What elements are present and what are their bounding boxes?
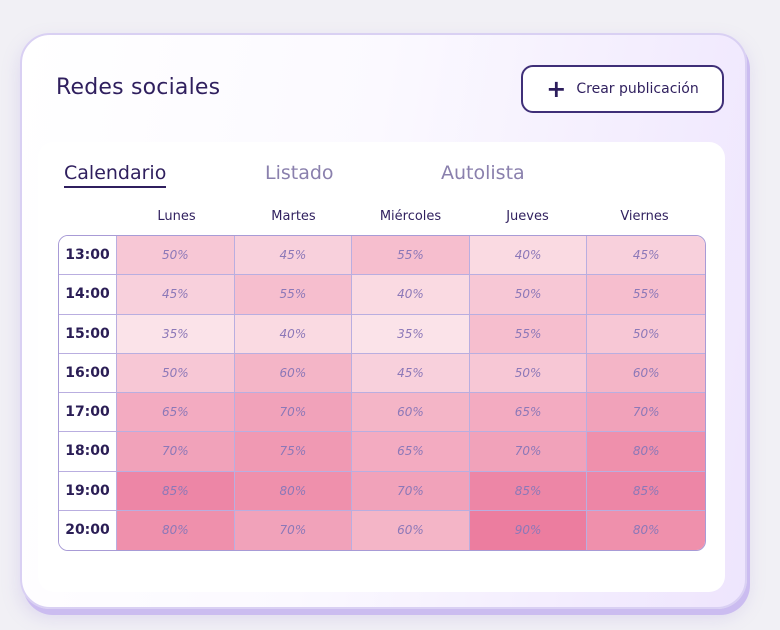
heatmap-cell[interactable]: 50% [117, 236, 235, 276]
tab-calendario[interactable]: Calendario [64, 162, 167, 188]
day-header: Jueves [506, 209, 549, 224]
day-header: Miércoles [379, 209, 442, 224]
heatmap-cell[interactable]: 40% [352, 275, 470, 315]
heatmap-cell[interactable]: 40% [469, 236, 588, 276]
heatmap-cell[interactable]: 45% [352, 353, 470, 393]
view-tabs: Calendario Listado Autolista [38, 142, 725, 192]
heatmap-cell[interactable]: 65% [117, 393, 235, 433]
heatmap-cell[interactable]: 45% [117, 275, 235, 315]
time-label: 15:00 [59, 314, 117, 354]
heatmap-cell[interactable]: 55% [469, 314, 588, 354]
schedule-panel: Calendario Listado Autolista Lunes Marte… [38, 142, 725, 592]
heatmap-cell[interactable]: 65% [469, 393, 588, 433]
time-label: 13:00 [59, 236, 117, 276]
heatmap-cell[interactable]: 80% [587, 432, 705, 472]
heatmap-cell[interactable]: 70% [587, 393, 705, 433]
heatmap-cell[interactable]: 90% [469, 510, 588, 550]
heatmap-cell[interactable]: 80% [234, 471, 353, 511]
heatmap-cell[interactable]: 60% [352, 393, 470, 433]
time-label: 17:00 [59, 393, 117, 433]
time-label: 16:00 [59, 353, 117, 393]
heatmap-cell[interactable]: 50% [469, 275, 588, 315]
heatmap-cell[interactable]: 60% [234, 353, 353, 393]
heatmap-cell[interactable]: 70% [234, 510, 353, 550]
heatmap-cell[interactable]: 35% [352, 314, 470, 354]
heatmap-cell[interactable]: 35% [117, 314, 235, 354]
heatmap-cell[interactable]: 80% [587, 510, 705, 550]
heatmap-cell[interactable]: 70% [469, 432, 588, 472]
social-media-card: Redes sociales + Crear publicación Calen… [20, 33, 747, 609]
time-label: 20:00 [59, 510, 117, 550]
heatmap-cell[interactable]: 55% [352, 236, 470, 276]
heatmap-cell[interactable]: 75% [234, 432, 353, 472]
day-header: Martes [271, 209, 316, 224]
time-label: 19:00 [59, 471, 117, 511]
heatmap-cell[interactable]: 70% [117, 432, 235, 472]
day-header: Lunes [157, 209, 196, 224]
time-label: 14:00 [59, 275, 117, 315]
heatmap-cell[interactable]: 85% [587, 471, 705, 511]
heatmap-cell[interactable]: 85% [469, 471, 588, 511]
heatmap-cell[interactable]: 55% [587, 275, 705, 315]
engagement-heatmap: 13:00 50% 45% 55% 40% 45% 14:00 45% 55% 40% 50% 55%… [58, 235, 706, 551]
heatmap-cell[interactable]: 70% [352, 471, 470, 511]
heatmap-cell[interactable]: 40% [234, 314, 353, 354]
heatmap-cell[interactable]: 65% [352, 432, 470, 472]
heatmap-cell[interactable]: 45% [234, 236, 353, 276]
tab-listado[interactable]: Listado [265, 162, 334, 184]
heatmap-cell[interactable]: 60% [352, 510, 470, 550]
heatmap-cell[interactable]: 45% [587, 236, 705, 276]
heatmap-cell[interactable]: 70% [234, 393, 353, 433]
heatmap-cell[interactable]: 60% [587, 353, 705, 393]
time-label: 18:00 [59, 432, 117, 472]
plus-icon: + [546, 75, 567, 103]
create-post-label: Crear publicación [576, 81, 699, 97]
heatmap-cell[interactable]: 55% [234, 275, 353, 315]
create-post-button[interactable]: + Crear publicación [521, 65, 724, 113]
heatmap-cell[interactable]: 50% [587, 314, 705, 354]
page-title: Redes sociales [56, 75, 221, 100]
heatmap-cell[interactable]: 50% [469, 353, 588, 393]
heatmap-cell[interactable]: 80% [117, 510, 235, 550]
day-header: Viernes [620, 209, 669, 224]
heatmap-cell[interactable]: 50% [117, 353, 235, 393]
tab-autolista[interactable]: Autolista [441, 162, 525, 184]
heatmap-cell[interactable]: 85% [117, 471, 235, 511]
